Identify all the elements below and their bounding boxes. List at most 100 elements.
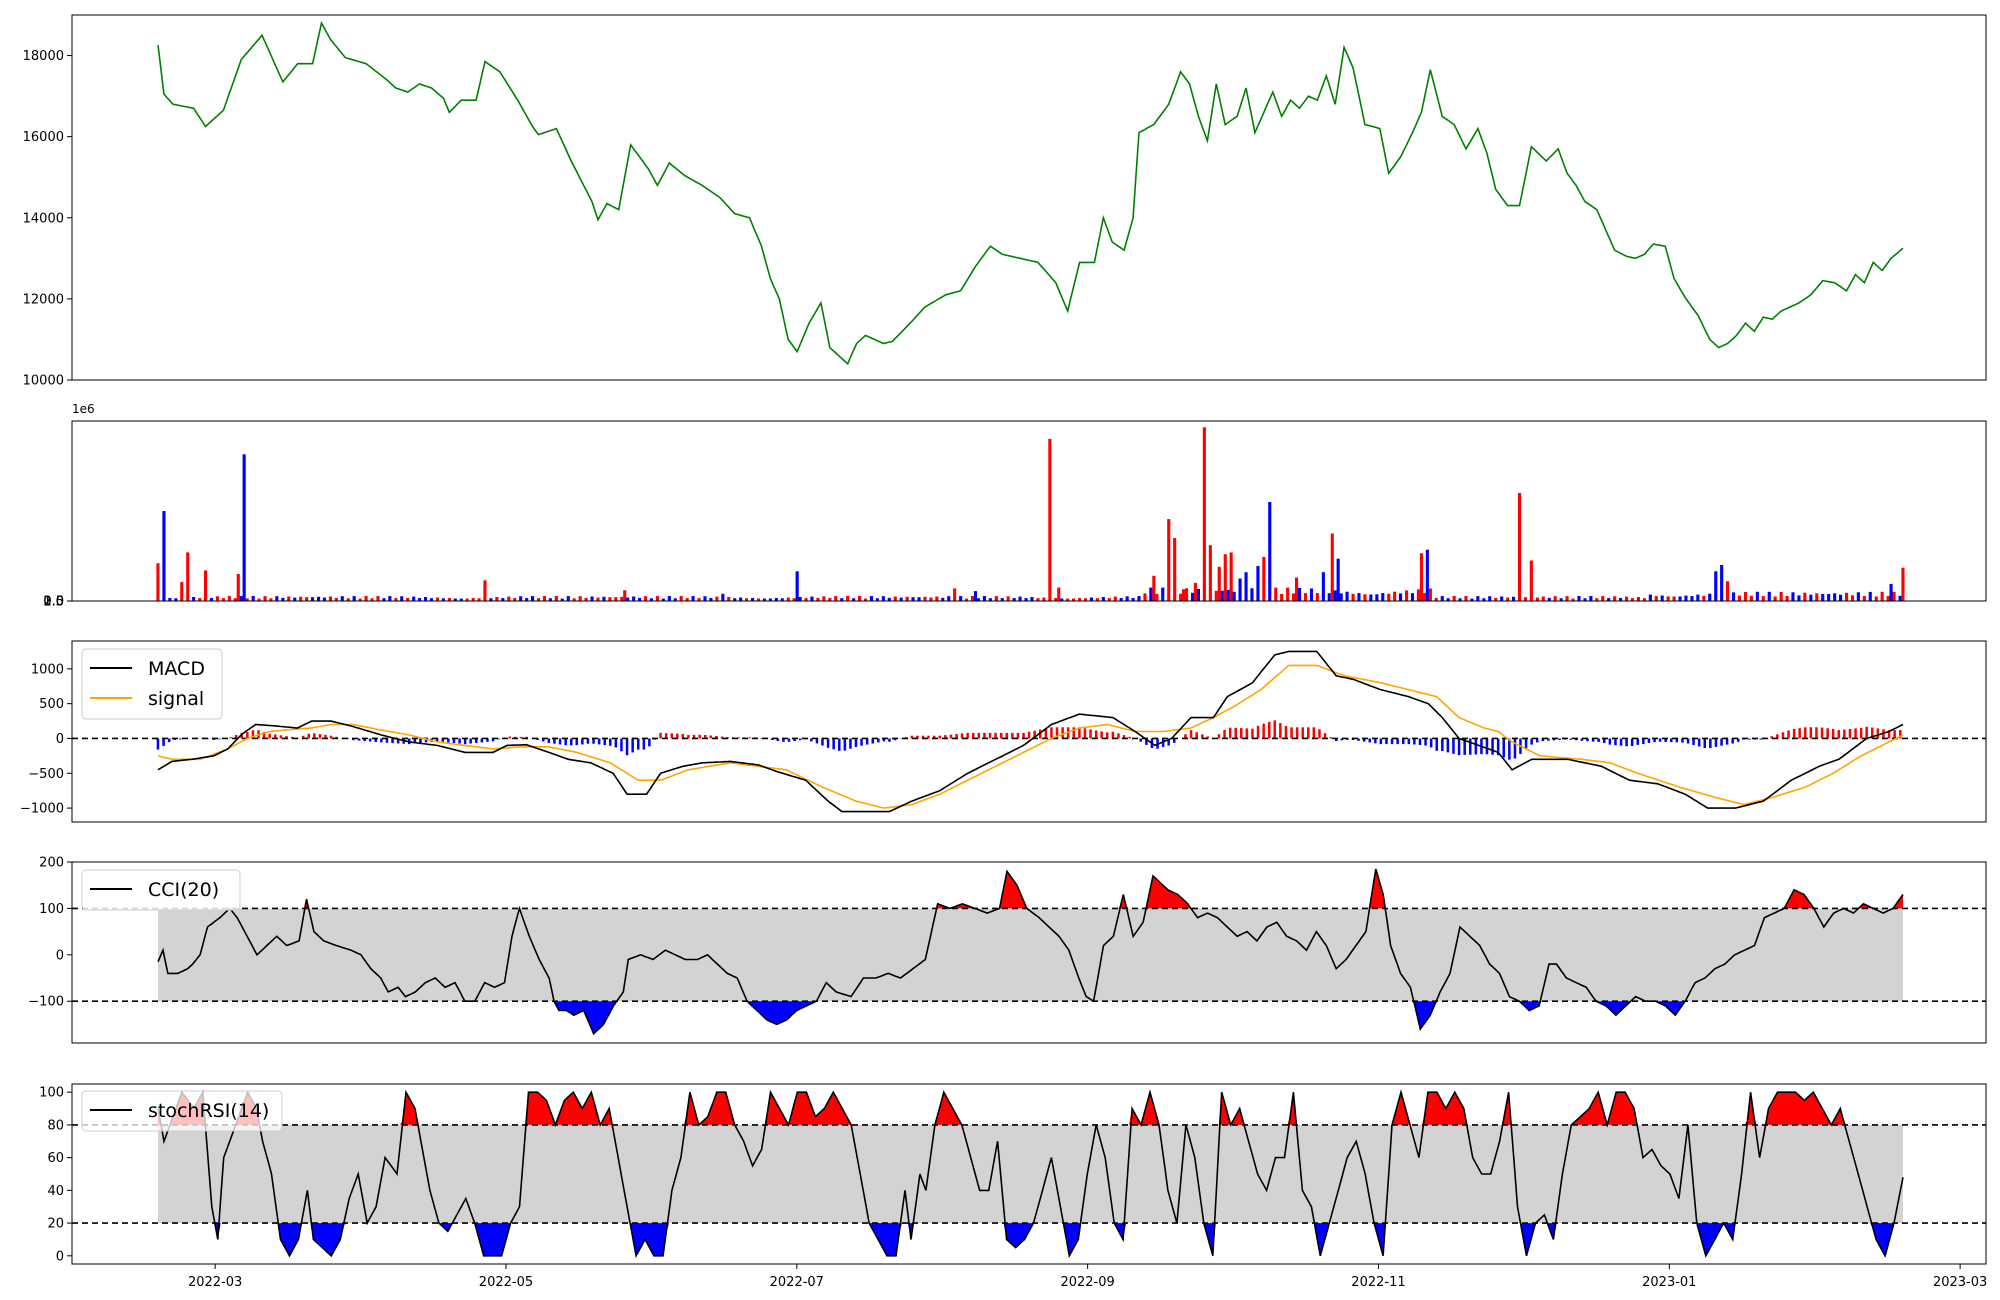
macd-histogram-bar bbox=[1647, 738, 1651, 743]
macd-histogram-bar bbox=[977, 732, 981, 739]
price-line bbox=[157, 20, 1904, 366]
cci-oversold-fill bbox=[158, 1001, 1903, 1034]
macd-histogram-bar bbox=[570, 738, 573, 746]
volume-bar bbox=[1428, 588, 1432, 601]
volume-bar bbox=[917, 597, 921, 601]
macd-histogram-bar bbox=[1837, 730, 1841, 739]
volume-bar bbox=[679, 596, 683, 601]
volume-bar bbox=[174, 598, 178, 601]
volume-bar bbox=[1613, 596, 1617, 601]
macd-histogram-bar bbox=[318, 734, 322, 739]
macd-histogram-bar bbox=[1776, 734, 1779, 739]
macd-ytick-label: −1000 bbox=[20, 802, 64, 817]
macd-histogram-bar bbox=[262, 732, 266, 739]
macd-histogram-bar bbox=[542, 738, 545, 742]
volume-bar bbox=[1214, 590, 1218, 601]
volume-bar bbox=[739, 597, 743, 601]
volume-bar bbox=[638, 597, 642, 601]
macd-histogram-bar bbox=[1792, 729, 1796, 739]
volume-bar bbox=[1589, 596, 1593, 601]
macd-histogram-bar bbox=[1798, 728, 1801, 739]
macd-histogram-bar bbox=[1725, 738, 1729, 745]
volume-bar bbox=[1889, 583, 1893, 601]
volume-bar bbox=[162, 511, 166, 601]
volume-bar bbox=[1399, 593, 1403, 601]
volume-bar bbox=[1333, 590, 1337, 601]
macd-histogram-bar bbox=[692, 734, 696, 739]
macd-histogram-bar bbox=[737, 737, 741, 739]
volume-bar bbox=[1458, 598, 1462, 601]
macd-histogram-bar bbox=[1692, 738, 1695, 745]
macd-histogram-bar bbox=[910, 735, 914, 739]
macd-histogram-bar bbox=[798, 738, 802, 741]
macd-histogram-bar bbox=[162, 738, 165, 746]
macd-histogram-bar bbox=[1887, 730, 1891, 739]
macd-histogram-bar bbox=[698, 734, 701, 739]
volume-bar bbox=[1874, 596, 1878, 601]
volume-bar bbox=[1803, 592, 1807, 601]
volume-bar bbox=[1125, 596, 1129, 601]
macd-histogram-bar bbox=[1033, 730, 1036, 739]
volume-bar bbox=[1131, 598, 1135, 601]
stochrsi-legend-box bbox=[81, 1090, 283, 1132]
volume-bar bbox=[418, 598, 422, 601]
volume-bar bbox=[632, 596, 636, 601]
xtick-label: 2023-03 bbox=[1933, 1275, 1987, 1290]
volume-bar bbox=[834, 596, 838, 601]
macd-histogram-bar bbox=[463, 738, 467, 745]
macd-histogram-bar bbox=[1787, 730, 1790, 739]
xtick-label: 2023-01 bbox=[1642, 1275, 1696, 1290]
volume-bar bbox=[1648, 594, 1652, 601]
stochrsi-ytick-label: 40 bbox=[47, 1184, 64, 1199]
volume-bar bbox=[1690, 596, 1694, 601]
volume-bar bbox=[1330, 533, 1334, 601]
volume-bar bbox=[525, 598, 529, 601]
price-ytick-label: 12000 bbox=[23, 292, 64, 307]
macd-histogram-bar bbox=[1027, 731, 1031, 739]
macd-histogram-bar bbox=[1441, 738, 1444, 751]
volume-bar bbox=[1577, 596, 1581, 601]
stochrsi-plot-area bbox=[72, 1089, 1986, 1259]
volume-bar bbox=[1244, 572, 1248, 601]
macd-legend-box bbox=[81, 648, 223, 720]
macd-histogram-bar bbox=[1011, 732, 1014, 739]
macd-histogram-bar bbox=[424, 738, 428, 743]
macd-histogram-bar bbox=[944, 735, 947, 739]
volume-ytick-label: 1.5 bbox=[43, 594, 64, 609]
macd-histogram-bar bbox=[1429, 738, 1433, 748]
volume-bar bbox=[1845, 592, 1849, 601]
volume-bar bbox=[322, 597, 327, 601]
volume-bar bbox=[1743, 592, 1748, 601]
volume-bar bbox=[1482, 598, 1486, 601]
macd-histogram-bar bbox=[1111, 731, 1115, 739]
macd-histogram-bar bbox=[575, 738, 579, 746]
macd-histogram-bar bbox=[581, 738, 584, 745]
macd-histogram-bar bbox=[1854, 728, 1857, 739]
volume-bar bbox=[1143, 593, 1147, 601]
price-ytick-label: 14000 bbox=[23, 211, 64, 226]
macd-histogram-bar bbox=[960, 733, 964, 739]
volume-bar bbox=[1702, 595, 1706, 601]
volume-bar bbox=[1755, 591, 1759, 601]
volume-bar bbox=[1018, 596, 1022, 601]
volume-bar bbox=[1345, 591, 1349, 601]
macd-histogram-bar bbox=[1513, 738, 1517, 759]
stochrsi-ytick-label: 80 bbox=[47, 1118, 64, 1133]
volume-bar bbox=[1298, 587, 1302, 601]
price-panel: 10000 12000 14000 16000 18000 bbox=[23, 14, 1987, 389]
macd-histogram-bar bbox=[1530, 738, 1533, 745]
volume-bar bbox=[590, 596, 594, 601]
macd-ytick-label: 500 bbox=[39, 697, 64, 712]
macd-histogram-bar bbox=[1642, 738, 1645, 744]
volume-bar bbox=[667, 596, 671, 601]
cci-ytick-label: 200 bbox=[39, 856, 64, 871]
macd-histogram-bar bbox=[1469, 738, 1472, 755]
volume-bar bbox=[1452, 596, 1456, 601]
volume-bar bbox=[1767, 591, 1771, 601]
macd-histogram-bar bbox=[648, 738, 651, 747]
volume-bar bbox=[1470, 598, 1474, 601]
macd-histogram-bar bbox=[486, 738, 489, 742]
volume-bar bbox=[703, 596, 707, 601]
macd-histogram-bar bbox=[810, 738, 813, 742]
macd-histogram-bar bbox=[1848, 729, 1852, 739]
